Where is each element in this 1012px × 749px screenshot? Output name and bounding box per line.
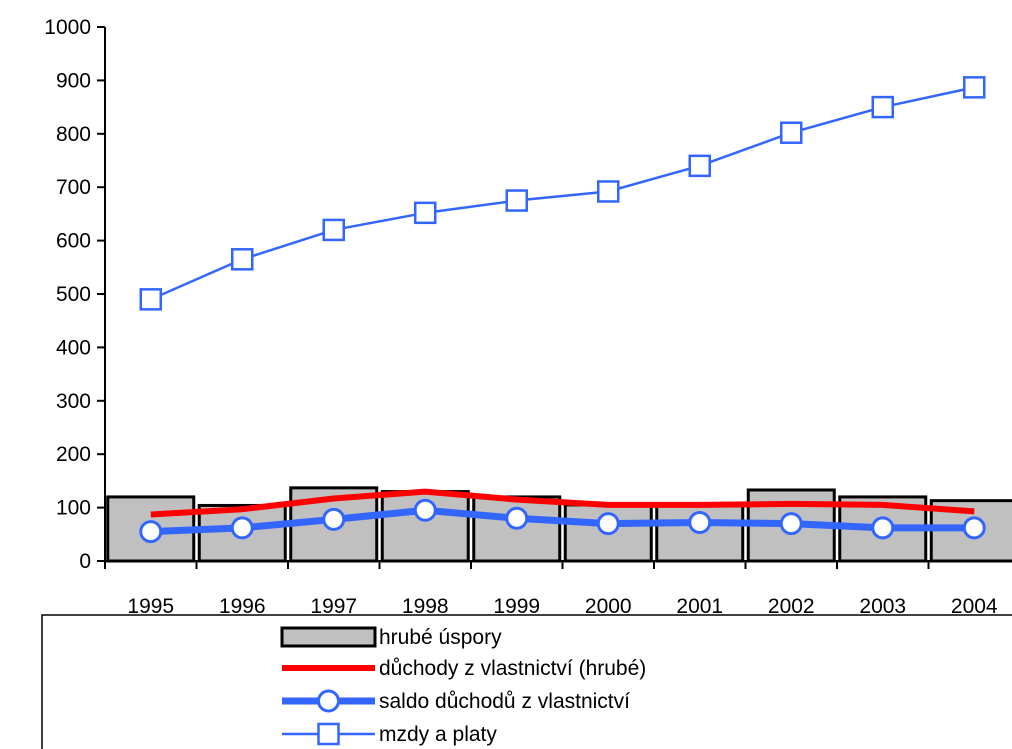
y-tick-label: 700 — [56, 176, 91, 199]
series-line-saldo — [150, 506, 975, 536]
x-tick-label: 1999 — [493, 595, 540, 618]
line-series — [139, 76, 986, 544]
legend-box — [41, 614, 1012, 749]
x-tick-label: 1995 — [127, 595, 174, 618]
point-mzdy — [505, 189, 528, 212]
legend-label-saldo: saldo důchodů z vlastnictví — [379, 690, 630, 713]
point-mzdy — [963, 76, 986, 99]
point-mzdy — [139, 288, 162, 311]
series-line-duchody — [150, 488, 975, 518]
point-saldo — [322, 507, 346, 531]
y-tick-label: 200 — [56, 443, 91, 466]
y-tick-label: 400 — [56, 336, 91, 359]
x-tick-label: 2004 — [951, 595, 998, 618]
x-tick-label: 1997 — [310, 595, 357, 618]
point-saldo — [230, 516, 254, 540]
point-mzdy — [688, 154, 711, 178]
point-mzdy — [780, 121, 803, 144]
point-saldo — [688, 511, 712, 535]
x-tick-label: 2001 — [676, 595, 723, 618]
x-tick-label: 1996 — [219, 595, 266, 618]
point-mzdy — [871, 95, 894, 119]
point-saldo — [413, 498, 437, 522]
x-tick-label: 2000 — [585, 595, 632, 618]
legend: hrubé úspory důchody z vlastnictví (hrubé… — [41, 614, 1012, 749]
series-line-mzdy — [150, 86, 975, 301]
y-axis: 0 100 200 300 400 500 600 700 800 900 1000 — [44, 16, 106, 573]
legend-key-hrube-uspory — [280, 626, 377, 648]
point-saldo — [139, 520, 163, 544]
point-mzdy — [231, 248, 254, 271]
point-mzdy — [414, 201, 437, 225]
point-saldo — [596, 512, 620, 536]
y-tick-label: 1000 — [44, 16, 91, 39]
y-tick-label: 600 — [56, 230, 91, 253]
legend-marker-saldo — [317, 689, 340, 713]
legend-label-hrube-uspory: hrubé úspory — [379, 626, 502, 649]
y-tick-label: 300 — [56, 390, 91, 413]
legend-label-mzdy: mzdy a platy — [379, 723, 497, 746]
legend-label-duchody: důchody z vlastnictví (hrubé) — [379, 657, 646, 680]
y-tick-label: 100 — [56, 497, 91, 520]
point-mzdy — [322, 218, 345, 242]
y-tick-label: 900 — [56, 69, 91, 92]
point-saldo — [779, 512, 803, 536]
x-tick-label: 2002 — [768, 595, 815, 618]
point-mzdy — [597, 180, 620, 203]
point-saldo — [505, 506, 529, 530]
point-saldo — [871, 516, 895, 540]
y-tick-label: 800 — [56, 123, 91, 146]
y-tick-label: 0 — [79, 550, 91, 573]
legend-marker-mzdy — [317, 722, 340, 746]
x-tick-label: 2003 — [859, 595, 906, 618]
point-saldo — [962, 516, 986, 540]
x-axis: 1995 1996 1997 1998 1999 2000 2001 2002 2003 2004 — [104, 560, 1012, 618]
x-tick-label: 1998 — [402, 595, 449, 618]
y-tick-label: 500 — [56, 283, 91, 306]
